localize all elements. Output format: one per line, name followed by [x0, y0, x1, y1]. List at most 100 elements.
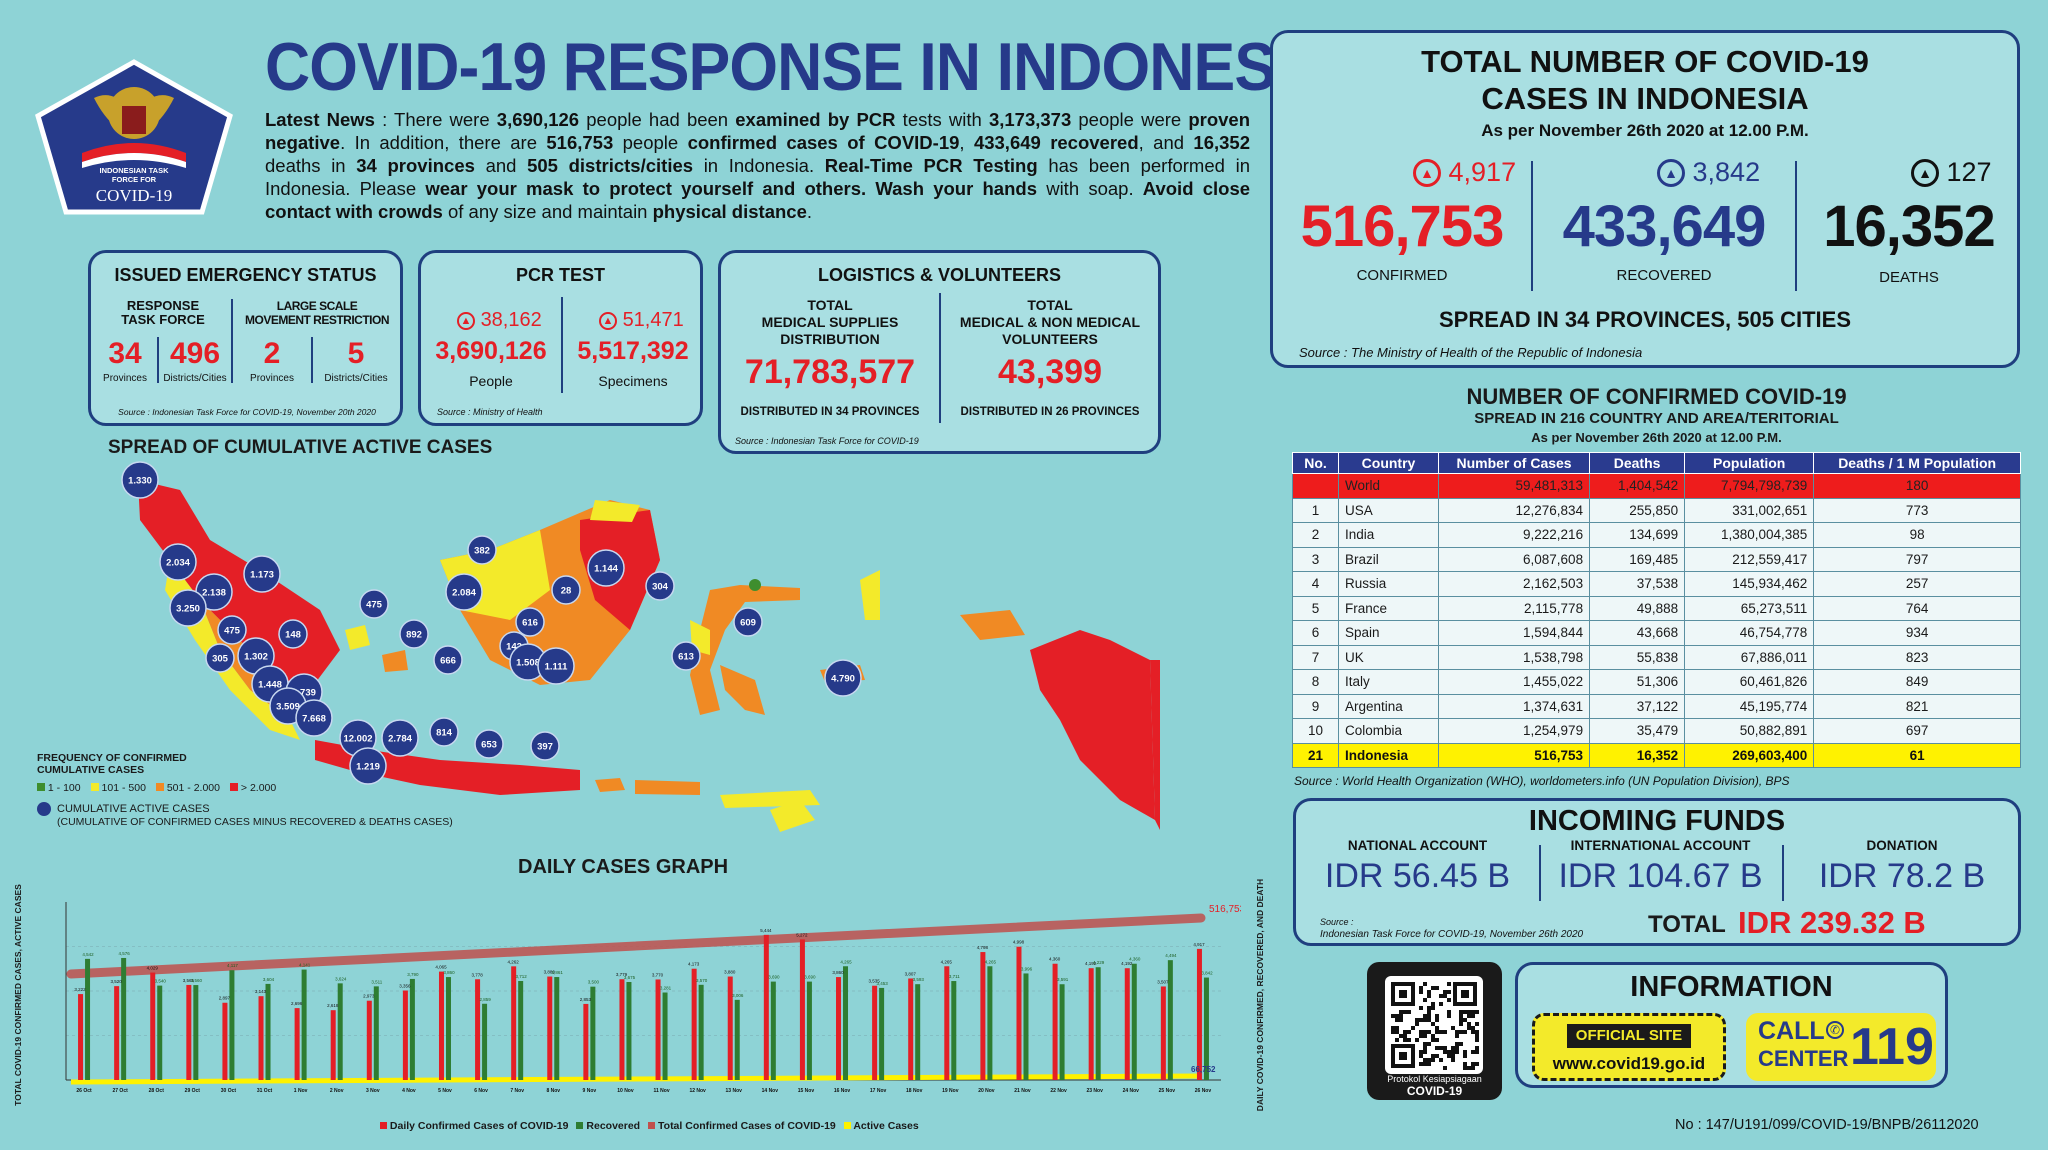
date-tick-label: 19 Nov: [942, 1088, 959, 1094]
table-cell: UK: [1338, 644, 1439, 670]
recovered-bar-label: 3,006: [732, 993, 744, 998]
legend-swatch-confirmed: [380, 1122, 387, 1129]
date-tick-label: 2 Nov: [330, 1088, 344, 1094]
recovered-bar: [1059, 984, 1065, 1080]
active-cases-bubble: 1.173: [243, 555, 281, 593]
funds-title: INCOMING FUNDS: [1528, 805, 1786, 837]
bubble-value: 7.668: [302, 714, 326, 725]
recovered-bar: [1167, 960, 1173, 1080]
date-tick-label: 16 Nov: [834, 1088, 851, 1094]
recovered-bar: [1023, 973, 1029, 1080]
bubble-value: 616: [522, 618, 538, 629]
qr-code[interactable]: [1385, 976, 1483, 1074]
table-cell: [1292, 473, 1339, 499]
active-cases-bubble: 1.302: [237, 637, 275, 675]
table-row: 5 France 2,115,778 49,888 65,273,511 764: [1292, 595, 2021, 621]
confirmed-bar-label: 3,880: [544, 970, 556, 975]
table-cell: 169,485: [1589, 546, 1686, 572]
table-row: 6 Spain 1,594,844 43,668 46,754,778 934: [1292, 620, 2021, 646]
table-cell: 2: [1292, 522, 1339, 548]
table-header: Population: [1684, 452, 1815, 474]
recovered-bar: [987, 966, 993, 1080]
bubble-value: 397: [537, 742, 553, 753]
recovered-bar-label: 3,861: [552, 970, 564, 975]
active-cases-bubble: 397: [530, 731, 560, 761]
bubble-value: 3.509: [276, 702, 300, 713]
active-cases-bubble: 616: [515, 607, 545, 637]
confirmed-bar-label: 4,917: [1193, 942, 1205, 947]
increase-up-icon: ▲: [1413, 159, 1441, 187]
confirmed-bar-label: 5,444: [760, 928, 772, 933]
confirmed-bar: [294, 1008, 300, 1080]
logo-line3: COVID-19: [95, 186, 173, 205]
active-cases-bubble: 1.144: [587, 549, 625, 587]
table-cell: 6,087,608: [1437, 546, 1591, 572]
funds-total-value: IDR 239.32 B: [1738, 905, 1926, 940]
date-tick-label: 26 Oct: [76, 1088, 92, 1094]
table-cell: 5: [1292, 595, 1339, 621]
active-cases-bubble: 814: [429, 717, 459, 747]
active-cases-bubble: 3.250: [169, 589, 207, 627]
confirmed-bar: [763, 934, 769, 1080]
table-cell: 16,352: [1589, 742, 1686, 768]
deaths-increase: ▲ 127: [1911, 157, 1992, 188]
medical-supplies-distribution: DISTRIBUTED IN 34 PROVINCES: [740, 406, 920, 418]
task-force-districts-count: 496: [169, 337, 221, 370]
confirmed-bar-label: 3,507: [1157, 979, 1169, 984]
recovered-bar: [734, 999, 740, 1080]
table-cell: 43,668: [1589, 620, 1686, 646]
bubble-value: 148: [285, 630, 301, 641]
table-cell: 12,276,834: [1437, 497, 1591, 523]
date-tick-label: 6 Nov: [474, 1088, 488, 1094]
confirmed-bar-label: 4,065: [435, 965, 447, 970]
recovered-bar: [1095, 967, 1101, 1080]
total-title-line2: CASES IN INDONESIA: [1481, 81, 1809, 116]
recovered-bar: [445, 977, 451, 1080]
recovered-bar-label: 4,265: [985, 959, 997, 964]
recovered-bar: [698, 984, 704, 1080]
table-cell: 7: [1292, 644, 1339, 670]
emergency-status-panel: ISSUED EMERGENCY STATUS RESPONSE TASK FO…: [88, 250, 403, 426]
qr-code-card[interactable]: Protokol Kesiapsiagaan COVID-19: [1367, 962, 1502, 1100]
bubble-value: 1.448: [258, 680, 282, 691]
active-cases-bubble: 475: [359, 589, 389, 619]
recovered-bar-label: 3,996: [1021, 966, 1033, 971]
table-cell: 257: [1813, 571, 2021, 597]
bubble-value: 3.250: [176, 604, 200, 615]
table-cell: France: [1338, 595, 1439, 621]
confirmed-bar-label: 4,262: [508, 959, 520, 964]
confirmed-bar: [980, 952, 986, 1080]
table-row: 2 India 9,222,216 134,699 1,380,004,385 98: [1292, 522, 2021, 548]
date-tick-label: 22 Nov: [1050, 1088, 1067, 1094]
table-cell: 145,934,462: [1684, 571, 1815, 597]
confirmed-bar: [78, 994, 84, 1080]
info-title: INFORMATION: [1630, 971, 1833, 1003]
pcr-people-label: People: [469, 373, 513, 389]
bubble-value: 305: [212, 654, 229, 665]
latest-news: Latest News : There were 3,690,126 peopl…: [265, 109, 1251, 222]
confirmed-bar: [114, 986, 120, 1080]
date-tick-label: 11 Nov: [653, 1088, 669, 1094]
official-site-url[interactable]: www.covid19.go.id: [1552, 1054, 1706, 1073]
table-header: Number of Cases: [1437, 452, 1591, 474]
funds-source: Indonesian Task Force for COVID-19, Nove…: [1320, 929, 1584, 940]
bubble-value: 8.739: [292, 688, 316, 699]
confirmed-bar-label: 3,356: [399, 984, 411, 989]
confirmed-bar-label: 2,618: [327, 1003, 339, 1008]
active-cases-bubble: 1.508: [509, 643, 547, 681]
recovered-bar-label: 3,624: [335, 976, 347, 981]
date-tick-label: 12 Nov: [689, 1088, 706, 1094]
recovered-bar-label: 3,560: [191, 978, 203, 983]
confirmed-bar-label: 3,807: [905, 971, 917, 976]
confirmed-bar: [438, 971, 444, 1080]
table-cell: 1,254,979: [1437, 718, 1591, 744]
table-cell: 1,538,798: [1437, 644, 1591, 670]
call-center-button[interactable]: CALL ✆ CENTER 119: [1746, 1013, 1936, 1081]
table-cell: 45,195,774: [1684, 693, 1815, 719]
date-tick-label: 21 Nov: [1014, 1088, 1031, 1094]
bubble-value: 1.219: [356, 762, 380, 773]
recovered-bar: [1131, 963, 1137, 1080]
confirmed-bar-label: 3,535: [868, 979, 880, 984]
active-cases-bubble: 304: [645, 571, 675, 601]
official-site-link[interactable]: OFFICIAL SITE www.covid19.go.id: [1532, 1013, 1726, 1081]
